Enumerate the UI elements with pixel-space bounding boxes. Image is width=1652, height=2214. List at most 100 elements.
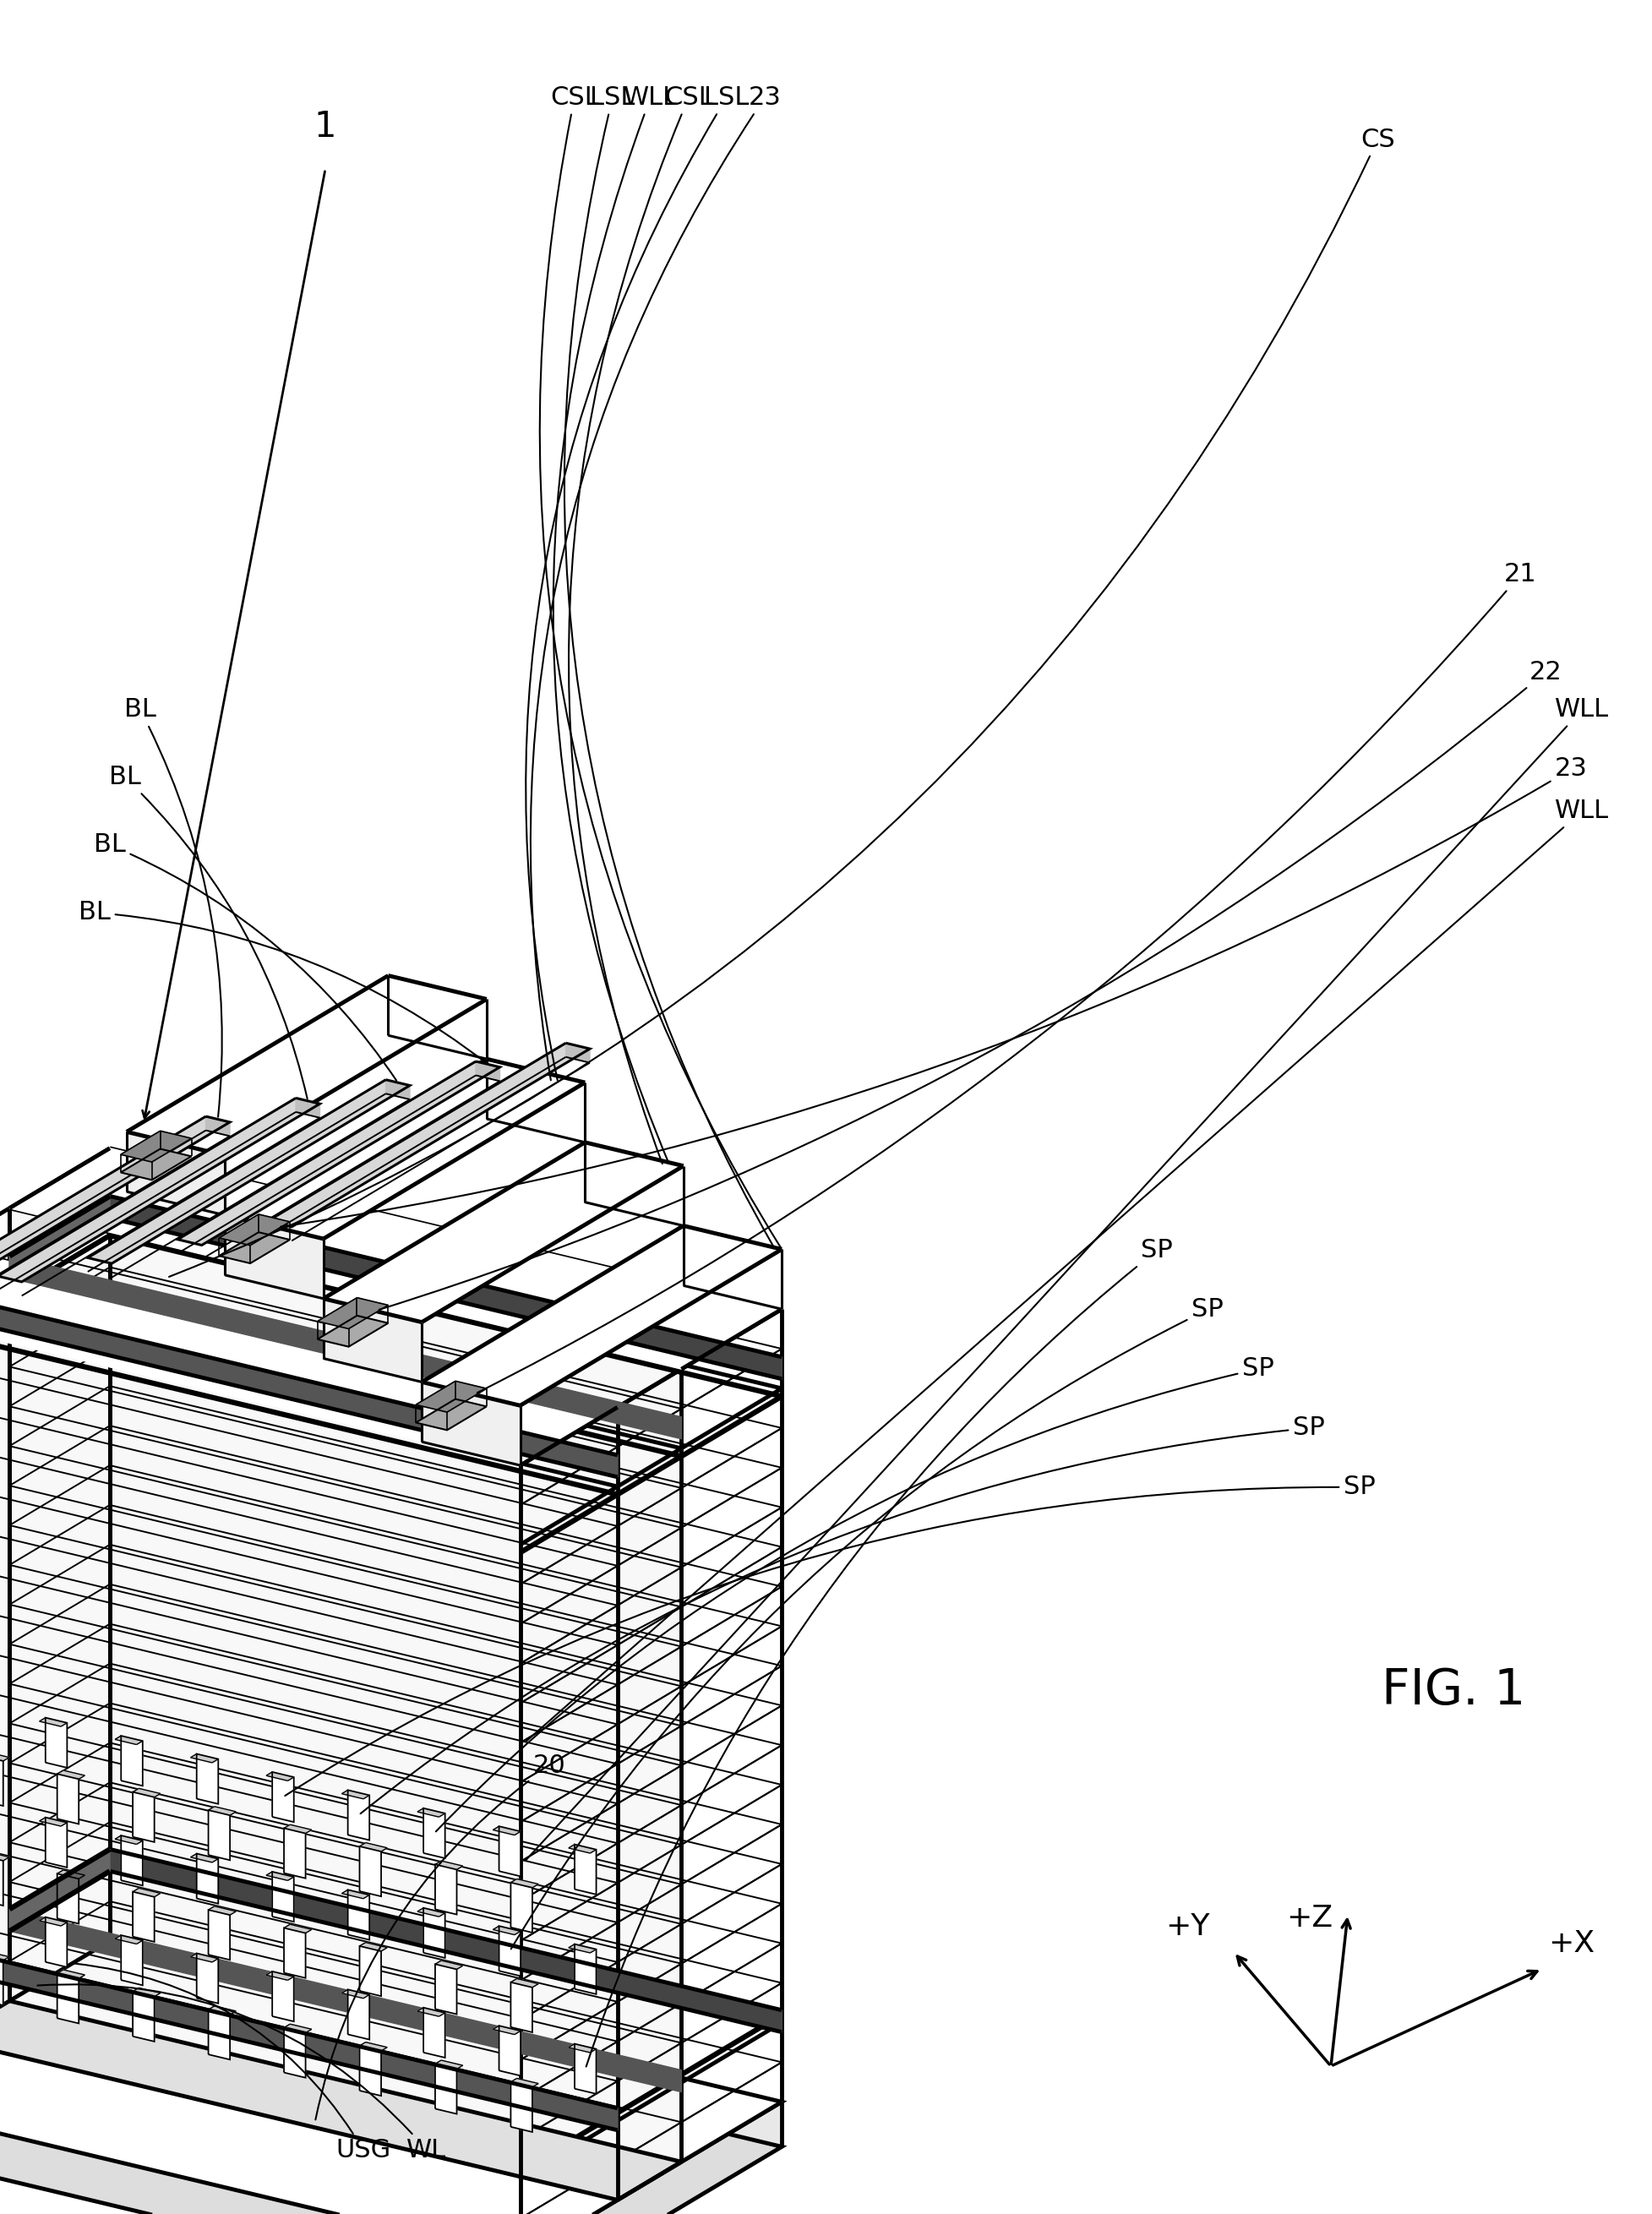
Polygon shape bbox=[360, 2041, 387, 2050]
Polygon shape bbox=[121, 1835, 142, 1886]
Polygon shape bbox=[268, 1043, 590, 1227]
Polygon shape bbox=[510, 1880, 539, 1889]
Polygon shape bbox=[0, 1855, 3, 1906]
Polygon shape bbox=[273, 1871, 294, 1922]
Polygon shape bbox=[58, 1970, 84, 1979]
Text: +Y: +Y bbox=[1165, 1913, 1209, 1942]
Polygon shape bbox=[109, 1942, 781, 2148]
Polygon shape bbox=[349, 1990, 370, 2039]
Polygon shape bbox=[510, 2079, 539, 2088]
Polygon shape bbox=[132, 1990, 154, 2041]
Polygon shape bbox=[46, 1718, 68, 1767]
Polygon shape bbox=[360, 2046, 382, 2097]
Polygon shape bbox=[10, 1209, 681, 2161]
Polygon shape bbox=[0, 1246, 618, 1466]
Polygon shape bbox=[109, 1849, 781, 2032]
Polygon shape bbox=[324, 1142, 684, 1322]
Polygon shape bbox=[58, 1973, 79, 2024]
Polygon shape bbox=[421, 1382, 520, 1466]
Polygon shape bbox=[568, 1944, 596, 1953]
Text: CS: CS bbox=[169, 126, 1394, 1277]
Polygon shape bbox=[208, 2006, 236, 2015]
Polygon shape bbox=[121, 1736, 142, 1787]
Text: 23: 23 bbox=[281, 757, 1588, 1227]
Polygon shape bbox=[0, 1955, 3, 2006]
Polygon shape bbox=[499, 1827, 520, 1875]
Polygon shape bbox=[225, 1058, 585, 1240]
Polygon shape bbox=[575, 1944, 596, 1995]
Polygon shape bbox=[492, 2026, 520, 2035]
Polygon shape bbox=[499, 1926, 520, 1977]
Polygon shape bbox=[342, 1990, 370, 1999]
Polygon shape bbox=[266, 1970, 294, 1979]
Polygon shape bbox=[349, 1891, 370, 1939]
Text: SP: SP bbox=[360, 1417, 1325, 1813]
Polygon shape bbox=[342, 1891, 370, 1900]
Polygon shape bbox=[58, 1873, 79, 1924]
Text: +Z: +Z bbox=[1287, 1904, 1333, 1933]
Polygon shape bbox=[492, 1926, 520, 1935]
Text: SP: SP bbox=[510, 1297, 1224, 1948]
Text: CSL: CSL bbox=[540, 86, 780, 1246]
Text: CSL: CSL bbox=[568, 86, 714, 1165]
Text: BL: BL bbox=[79, 901, 486, 1063]
Polygon shape bbox=[360, 1942, 387, 1951]
Polygon shape bbox=[190, 1853, 218, 1862]
Polygon shape bbox=[58, 1773, 79, 1824]
Text: 20: 20 bbox=[316, 1753, 565, 2119]
Polygon shape bbox=[116, 1736, 142, 1745]
Polygon shape bbox=[284, 1829, 306, 1877]
Polygon shape bbox=[121, 1131, 192, 1162]
Text: SP: SP bbox=[436, 1357, 1274, 1831]
Polygon shape bbox=[0, 1295, 618, 1477]
Text: 21: 21 bbox=[477, 562, 1536, 1393]
Polygon shape bbox=[416, 1382, 487, 1413]
Polygon shape bbox=[0, 1246, 618, 2201]
Polygon shape bbox=[40, 1818, 68, 1827]
Polygon shape bbox=[266, 1871, 294, 1880]
Polygon shape bbox=[0, 1751, 10, 1760]
Polygon shape bbox=[0, 1942, 109, 2143]
Polygon shape bbox=[109, 1149, 781, 2101]
Polygon shape bbox=[40, 1917, 68, 1926]
Polygon shape bbox=[190, 1953, 218, 1962]
Text: BL: BL bbox=[109, 766, 307, 1098]
Polygon shape bbox=[127, 1131, 225, 1215]
Polygon shape bbox=[416, 1399, 487, 1430]
Text: WLL: WLL bbox=[553, 86, 677, 1165]
Polygon shape bbox=[109, 1196, 781, 1379]
Polygon shape bbox=[284, 1928, 306, 1977]
Polygon shape bbox=[206, 1116, 230, 1136]
Polygon shape bbox=[434, 2061, 463, 2070]
Polygon shape bbox=[208, 2010, 230, 2059]
Text: +X: +X bbox=[1548, 1928, 1596, 1957]
Polygon shape bbox=[0, 2001, 681, 2201]
Polygon shape bbox=[0, 1986, 781, 2214]
Text: LSL: LSL bbox=[525, 86, 750, 1080]
Text: WLL: WLL bbox=[527, 799, 1609, 1740]
Text: SP: SP bbox=[286, 1475, 1376, 1796]
Text: 1: 1 bbox=[314, 108, 337, 144]
Polygon shape bbox=[0, 1851, 10, 1860]
Polygon shape bbox=[387, 1080, 410, 1100]
Polygon shape bbox=[360, 1946, 382, 1997]
Polygon shape bbox=[109, 1849, 781, 2032]
Polygon shape bbox=[510, 1979, 539, 1988]
Polygon shape bbox=[58, 1771, 84, 1780]
Polygon shape bbox=[360, 1846, 382, 1897]
Polygon shape bbox=[208, 1807, 236, 1815]
Polygon shape bbox=[349, 1791, 370, 1840]
Polygon shape bbox=[324, 1300, 421, 1382]
Polygon shape bbox=[273, 1970, 294, 2021]
Polygon shape bbox=[487, 1058, 585, 1142]
Polygon shape bbox=[132, 1988, 160, 1997]
Polygon shape bbox=[127, 976, 487, 1156]
Polygon shape bbox=[273, 1771, 294, 1822]
Polygon shape bbox=[418, 1908, 444, 1917]
Polygon shape bbox=[499, 2026, 520, 2077]
Polygon shape bbox=[510, 1882, 532, 1933]
Polygon shape bbox=[0, 1951, 10, 1959]
Polygon shape bbox=[423, 2008, 444, 2057]
Polygon shape bbox=[121, 1149, 192, 1180]
Polygon shape bbox=[46, 1818, 68, 1866]
